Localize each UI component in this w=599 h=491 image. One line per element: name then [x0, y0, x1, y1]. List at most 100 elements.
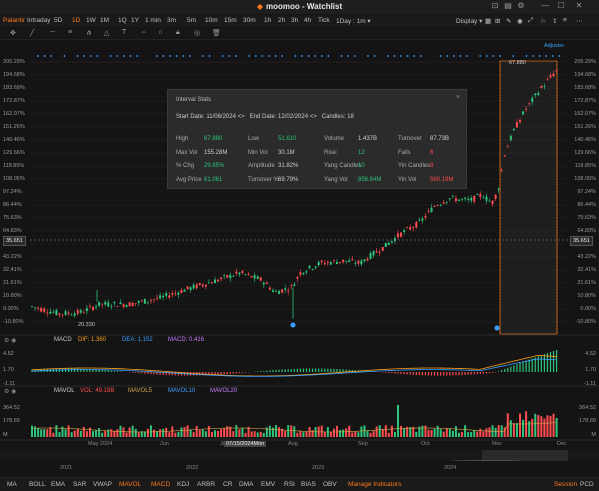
- settings-icon[interactable]: ⚙: [517, 1, 525, 10]
- interval-4h[interactable]: 4h: [304, 17, 312, 24]
- indicator-obv[interactable]: OBV: [323, 481, 337, 488]
- pcd-toggle[interactable]: PCD: [580, 481, 594, 488]
- volume-bar: [464, 425, 467, 437]
- interval-1w[interactable]: 1W: [86, 17, 96, 24]
- eye-icon[interactable]: ◎: [194, 30, 201, 37]
- crosshair-icon[interactable]: ✥: [10, 30, 16, 37]
- hline-icon[interactable]: ─: [50, 29, 55, 36]
- adjusted-label[interactable]: Adjuster: [544, 43, 565, 49]
- lock-icon[interactable]: 🔒︎: [176, 29, 180, 36]
- volume-bar: [454, 426, 457, 437]
- stat-value: 87.73B: [430, 136, 450, 142]
- interval-1q[interactable]: 1Q: [118, 17, 127, 24]
- interval-15m[interactable]: 15m: [224, 17, 237, 24]
- start-date-value[interactable]: 11/06/2024: [206, 114, 236, 120]
- interval-intraday[interactable]: Intraday: [27, 17, 51, 24]
- indicator-vwap[interactable]: VWAP: [93, 481, 112, 488]
- interval-tick[interactable]: Tick: [318, 17, 330, 24]
- candles-value: 18: [347, 114, 354, 120]
- candle-body: [354, 263, 357, 265]
- indicator-ma[interactable]: MA: [7, 481, 17, 488]
- list-icon[interactable]: ≡: [563, 17, 567, 24]
- display-dropdown[interactable]: Display ▾: [456, 18, 483, 25]
- end-date-value[interactable]: 12/02/2024: [278, 114, 309, 120]
- interval-1day-1m-[interactable]: 1Day : 1m ▾: [336, 18, 371, 25]
- compare-icon[interactable]: ⊞: [495, 18, 501, 25]
- interval-1h[interactable]: 1h: [264, 17, 272, 24]
- candle-body: [58, 313, 61, 315]
- navigator-year-label: 2023: [312, 465, 325, 471]
- camera-icon[interactable]: ◉: [517, 18, 523, 25]
- interval-5m[interactable]: 5m: [187, 17, 197, 24]
- magnet-icon[interactable]: ∩: [158, 29, 164, 36]
- volume-bar: [549, 415, 552, 437]
- candle-body: [436, 205, 439, 206]
- indicator-cr[interactable]: CR: [223, 481, 233, 488]
- indicator-emv[interactable]: EMV: [261, 481, 276, 488]
- indicator-mavol[interactable]: MAVOL: [119, 481, 142, 488]
- candle-body: [226, 275, 229, 278]
- indicator-ema[interactable]: EMA: [51, 481, 66, 488]
- interval-3h[interactable]: 3h: [291, 17, 299, 24]
- indicator-sar[interactable]: SAR: [73, 481, 87, 488]
- candle-body: [424, 215, 427, 218]
- trash-icon[interactable]: 🗑︎: [212, 30, 221, 37]
- candle-body: [363, 259, 366, 262]
- interval-1d[interactable]: 1D: [72, 17, 81, 24]
- fullscreen-icon[interactable]: ⤢: [528, 17, 534, 24]
- indicator-bias[interactable]: BIAS: [301, 481, 316, 488]
- interval-2h[interactable]: 2h: [278, 17, 286, 24]
- candle-body: [479, 193, 482, 197]
- candle-body: [265, 282, 268, 284]
- interval-1-min[interactable]: 1 min: [145, 17, 161, 24]
- share-icon[interactable]: ⇪: [552, 18, 558, 25]
- minimize-button[interactable]: —: [541, 1, 549, 10]
- signal-dot: [136, 55, 138, 57]
- draw-icon[interactable]: ✎: [506, 18, 512, 25]
- interval-1m[interactable]: 1M: [100, 17, 110, 24]
- interval-10m[interactable]: 10m: [205, 17, 218, 24]
- macd-label[interactable]: MACD: [54, 337, 72, 343]
- volume-bar: [146, 428, 149, 437]
- indicator-kdj[interactable]: KDJ: [177, 481, 190, 488]
- mavol-label[interactable]: MAVOL: [54, 388, 75, 394]
- candle-body: [464, 197, 467, 199]
- trendline-icon[interactable]: ╱: [30, 30, 35, 37]
- macd-settings-icon[interactable]: ⚙ ◉: [4, 338, 17, 344]
- candle-body: [512, 128, 515, 131]
- candle-body: [156, 297, 159, 299]
- fib-icon[interactable]: ⋔: [86, 30, 92, 37]
- interval-3m[interactable]: 3m: [167, 17, 177, 24]
- volume-bar: [528, 421, 531, 437]
- interval-5d[interactable]: 5D: [54, 17, 63, 24]
- measure-icon[interactable]: ⇔: [140, 29, 147, 36]
- end-date-adjust-icon[interactable]: <>: [309, 114, 317, 120]
- interval-30m[interactable]: 30m: [243, 17, 256, 24]
- indicator-macd[interactable]: MACD: [151, 481, 171, 488]
- chart-canvas[interactable]: [0, 41, 599, 461]
- interval-stats-close-button[interactable]: ×: [455, 94, 460, 101]
- layout-icon[interactable]: ▤: [504, 1, 512, 10]
- stat-value: 67.880: [204, 136, 223, 142]
- manage-indicators-button[interactable]: Manage Indicators: [348, 481, 402, 488]
- chart-area[interactable]: Adjuster: [0, 41, 599, 461]
- ticker-label[interactable]: Palantir: [3, 17, 26, 24]
- close-button[interactable]: ✕: [575, 1, 583, 10]
- pin-icon[interactable]: ⊡: [491, 1, 499, 10]
- mavol-settings-icon[interactable]: ⚙ ◉: [4, 389, 17, 395]
- indicator-boll[interactable]: BOLL: [29, 481, 46, 488]
- start-date-adjust-icon[interactable]: <>: [237, 114, 245, 120]
- text-tool-icon[interactable]: T: [122, 29, 127, 36]
- indicator-dma[interactable]: DMA: [239, 481, 254, 488]
- interval-1y[interactable]: 1Y: [131, 17, 139, 24]
- channel-icon[interactable]: ≡: [68, 29, 73, 36]
- grid-icon[interactable]: ▦: [485, 18, 492, 25]
- indicator-arbr[interactable]: ARBR: [197, 481, 216, 488]
- indicator-rsi[interactable]: RSI: [284, 481, 295, 488]
- maximize-button[interactable]: ☐: [557, 1, 565, 10]
- shape-icon[interactable]: △: [104, 30, 110, 37]
- signal-dot: [76, 55, 79, 57]
- session-toggle[interactable]: Session: [554, 481, 578, 488]
- star-icon[interactable]: ☆: [540, 18, 546, 25]
- more-icon[interactable]: ⋯: [576, 18, 583, 25]
